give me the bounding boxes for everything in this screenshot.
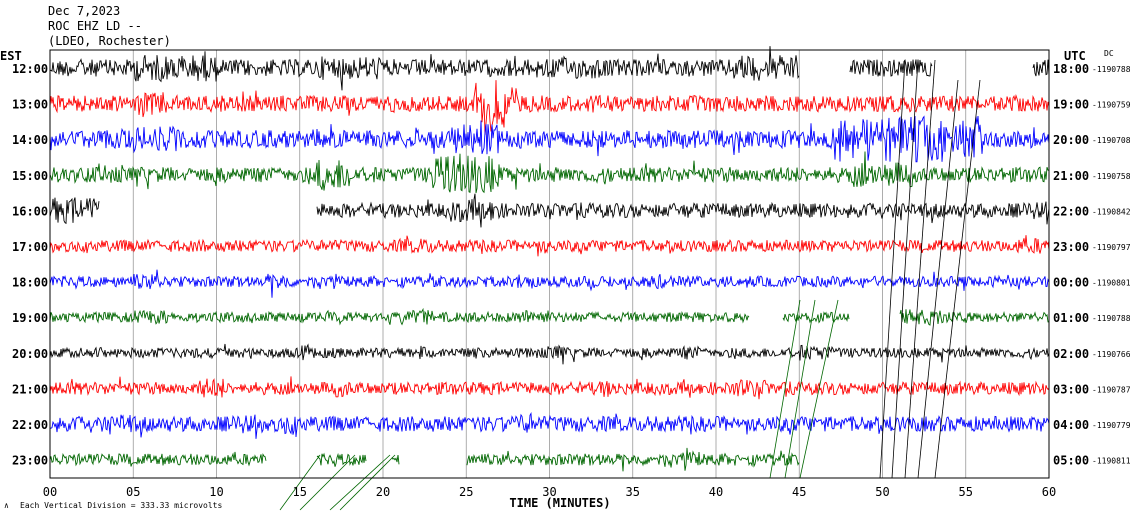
trace-2300 [49,447,800,472]
x-tick-label: 25 [459,485,473,499]
utc-hour-label: 04:00 [1053,418,1089,432]
x-tick-label: 55 [959,485,973,499]
utc-hour-label: 22:00 [1053,204,1089,218]
utc-hour-label: 18:00 [1053,62,1089,76]
event-slope-line [879,59,906,479]
dc-offset-label: -1190759 [1092,101,1130,110]
event-slope-line [799,299,839,479]
dc-offset-label: -1190842 [1092,207,1130,216]
trace-1700 [49,235,1050,257]
event-slope-line [917,79,959,479]
x-tick-label: 20 [376,485,390,499]
dc-offset-label: -1190788 [1092,314,1130,323]
est-hour-label: 22:00 [12,418,48,432]
event-slope-line [891,59,919,479]
header-date: Dec 7,2023 [48,4,120,18]
plot-frame [49,49,1050,479]
x-tick-labels: 00 05 10 15 20 25 30 35 40 45 50 55 60 [43,485,1056,499]
x-tick-label: 15 [293,485,307,499]
minute-gridlines [132,50,967,478]
event-slope-line [339,454,396,511]
dc-offset-label: -1190779 [1092,421,1130,430]
est-hour-label: 12:00 [12,62,48,76]
utc-axis-label: UTC [1064,49,1086,63]
seismic-traces [49,46,1050,472]
trace-1600 [49,193,1050,228]
est-axis-label: EST [0,49,22,63]
dc-offset-label: -1190766 [1092,350,1130,359]
utc-hour-label: 05:00 [1053,454,1089,468]
utc-hour-label: 21:00 [1053,169,1089,183]
x-tick-label: 35 [626,485,640,499]
dc-axis-label: DC [1104,49,1114,58]
trace-1800 [49,269,1050,298]
est-hour-label: 16:00 [12,204,48,218]
x-tick-label: 00 [43,485,57,499]
utc-hour-label: 23:00 [1053,240,1089,254]
event-slope-line [279,454,321,511]
trace-1900 [49,307,1049,326]
utc-hour-label: 01:00 [1053,311,1089,325]
x-tick-label: 10 [209,485,223,499]
est-hour-labels: 12:00 13:00 14:00 15:00 16:00 17:00 18:00 19:00… [12,62,48,468]
utc-hour-label: 03:00 [1053,382,1089,396]
est-hour-label: 14:00 [12,133,48,147]
x-tick-label: 40 [709,485,723,499]
header-station: ROC EHZ LD -- [48,19,142,33]
x-tick-label: 30 [542,485,556,499]
x-tick-label: 60 [1042,485,1056,499]
est-hour-label: 21:00 [12,382,48,396]
trace-2100 [49,376,1050,400]
dc-offset-label: -1190758 [1092,172,1130,181]
dc-offset-label: -1190708 [1092,136,1130,145]
scale-marker: ∧ [4,501,9,510]
x-tick-label: 05 [126,485,140,499]
utc-hour-label: 00:00 [1053,276,1089,290]
dc-offset-label: -1190787 [1092,385,1130,394]
utc-hour-label: 20:00 [1053,133,1089,147]
est-hour-label: 15:00 [12,169,48,183]
est-hour-label: 13:00 [12,98,48,112]
header-network: (LDEO, Rochester) [48,34,171,48]
footer-scale-note: Each Vertical Division = 333.33 microvol… [20,501,222,510]
event-slope-line [934,79,981,479]
trace-1500 [49,151,1050,194]
event-slope-line [904,59,936,479]
utc-hour-label: 19:00 [1053,98,1089,112]
event-slope-line [329,454,391,511]
est-hour-label: 19:00 [12,311,48,325]
event-slope-line [784,299,816,479]
est-hour-label: 20:00 [12,347,48,361]
dc-offset-label: -1190801 [1092,279,1130,288]
utc-hour-label: 02:00 [1053,347,1089,361]
trace-1200 [49,46,1050,91]
dc-offset-label: -1190788 [1092,65,1130,74]
trace-2000 [49,343,1050,365]
x-tick-label: 45 [792,485,806,499]
est-hour-label: 23:00 [12,454,48,468]
event-slope-line [299,454,356,511]
x-tick-label: 50 [875,485,889,499]
trace-1400 [49,115,1050,163]
event-slope-lines [279,59,981,511]
dc-offset-label: -1190797 [1092,243,1130,252]
est-hour-label: 18:00 [12,276,48,290]
dc-offset-label: -1190811 [1092,457,1130,466]
event-slope-line [769,299,801,479]
trace-2200 [49,411,1050,439]
trace-1300 [49,80,1050,135]
est-hour-label: 17:00 [12,240,48,254]
x-axis-label: TIME (MINUTES) [509,496,610,510]
